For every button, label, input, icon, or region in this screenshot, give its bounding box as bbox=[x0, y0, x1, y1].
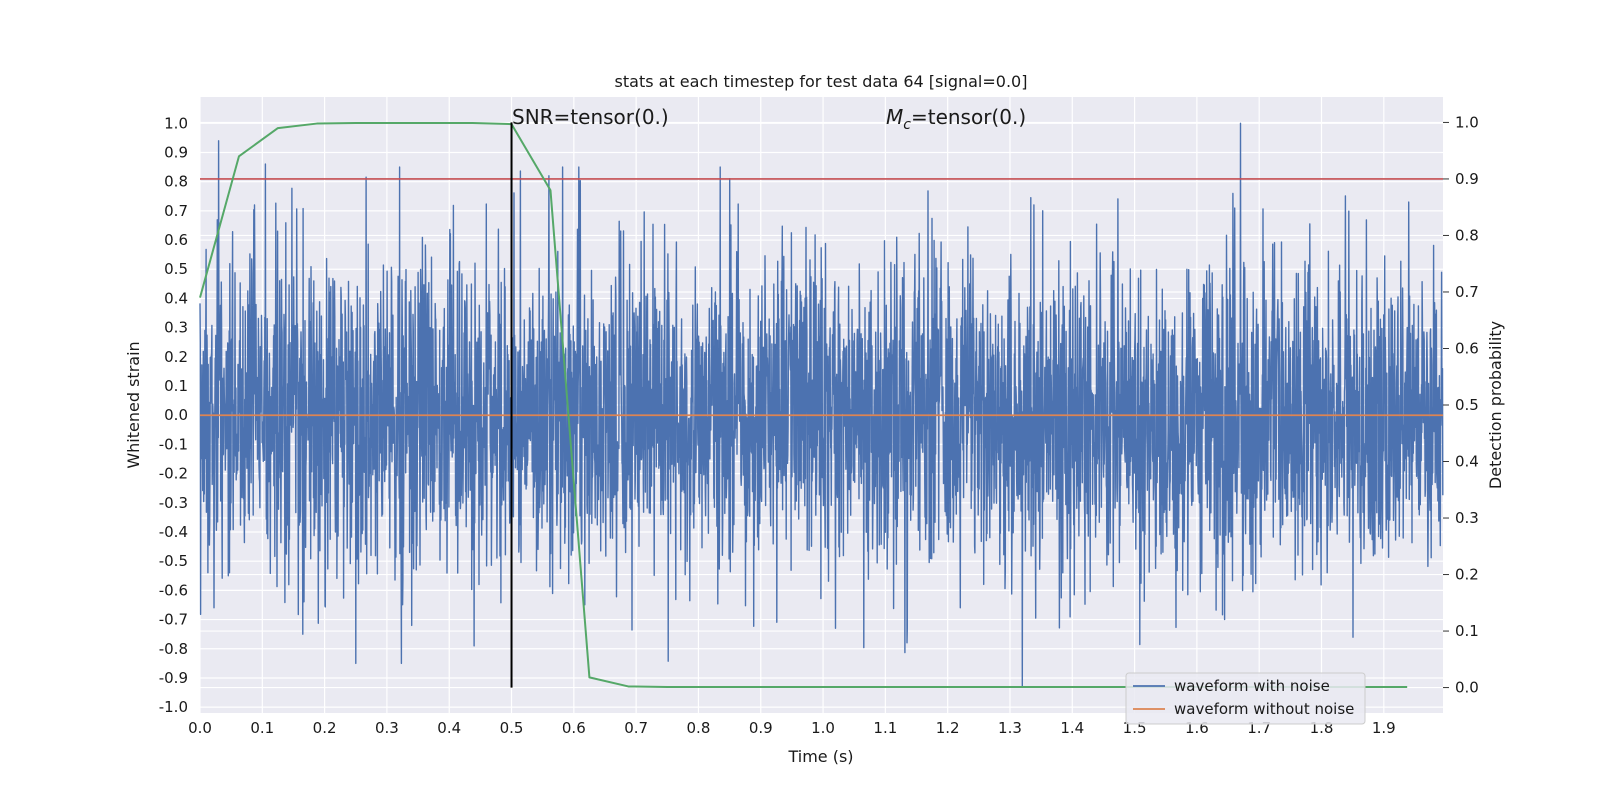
legend-label-waveform-without-noise: waveform without noise bbox=[1174, 700, 1354, 718]
y-axis-right-label: Detection probability bbox=[1486, 321, 1505, 489]
legend: waveform with noise waveform without noi… bbox=[1125, 672, 1366, 725]
mc-value: =tensor(0.) bbox=[911, 105, 1026, 129]
y-right-tick-label: 0.7 bbox=[1455, 283, 1479, 301]
mc-annotation: Mc=tensor(0.) bbox=[886, 105, 1026, 133]
mc-subscript: c bbox=[903, 117, 911, 133]
y-tick-label: -0.2 bbox=[159, 465, 188, 483]
y-right-tick-label: 0.8 bbox=[1455, 226, 1479, 244]
x-tick-label: 0.2 bbox=[313, 719, 337, 737]
legend-label-waveform-with-noise: waveform with noise bbox=[1174, 677, 1330, 695]
y-tick-label: -0.6 bbox=[159, 581, 188, 599]
y-tick-label: 0.2 bbox=[164, 348, 188, 366]
y-tick-label: 0.1 bbox=[164, 377, 188, 395]
y-tick-label: -0.8 bbox=[159, 640, 188, 658]
y-tick-label: -0.7 bbox=[159, 611, 188, 629]
y-tick-label: 0.6 bbox=[164, 231, 188, 249]
y-right-tick-label: 0.6 bbox=[1455, 339, 1479, 357]
y-tick-label: 0.0 bbox=[164, 406, 188, 424]
y-tick-label: 0.5 bbox=[164, 260, 188, 278]
x-tick-label: 0.0 bbox=[188, 719, 212, 737]
x-tick-label: 0.8 bbox=[687, 719, 711, 737]
y-right-tick-label: 0.1 bbox=[1455, 622, 1479, 640]
series-waveform-with-noise bbox=[199, 122, 1444, 688]
y-tick-label: 0.4 bbox=[164, 289, 188, 307]
x-tick-label: 0.7 bbox=[624, 719, 648, 737]
y-right-tick-label: 0.9 bbox=[1455, 170, 1479, 188]
x-tick-label: 1.9 bbox=[1372, 719, 1396, 737]
y-tick-label: -0.3 bbox=[159, 494, 188, 512]
x-tick-label: 0.6 bbox=[562, 719, 586, 737]
y-right-tick-label: 1.0 bbox=[1455, 113, 1479, 131]
mc-symbol: M bbox=[886, 105, 903, 129]
y-right-tick-label: 0.4 bbox=[1455, 453, 1479, 471]
x-tick-label: 1.0 bbox=[811, 719, 835, 737]
y-tick-label: -0.5 bbox=[159, 552, 188, 570]
x-tick-label: 0.9 bbox=[749, 719, 773, 737]
y-tick-label: -1.0 bbox=[159, 698, 188, 716]
y-tick-label: -0.1 bbox=[159, 435, 188, 453]
x-tick-label: 1.1 bbox=[873, 719, 897, 737]
y-right-tick-label: 0.3 bbox=[1455, 509, 1479, 527]
x-tick-label: 0.1 bbox=[250, 719, 274, 737]
y-tick-label: 0.9 bbox=[164, 143, 188, 161]
x-tick-label: 1.4 bbox=[1060, 719, 1084, 737]
x-tick-label: 1.2 bbox=[936, 719, 960, 737]
y-axis-label: Whitened strain bbox=[124, 341, 143, 468]
axes: 0.0 0.1 0.2 0.3 0.4 0.5 0.6 0.7 0.8 0.9 1.0 1.1 1.2 1… bbox=[159, 113, 1479, 737]
y-right-tick-label: 0.0 bbox=[1455, 679, 1479, 697]
x-tick-label: 0.5 bbox=[500, 719, 524, 737]
y-right-tick-label: 0.5 bbox=[1455, 396, 1479, 414]
legend-box bbox=[1125, 672, 1366, 725]
x-tick-label: 0.3 bbox=[375, 719, 399, 737]
chart-title: stats at each timestep for test data 64 … bbox=[615, 72, 1028, 91]
y-tick-label: 0.8 bbox=[164, 173, 188, 191]
y-tick-label: 1.0 bbox=[164, 114, 188, 132]
y-tick-label: -0.9 bbox=[159, 669, 188, 687]
x-tick-label: 0.4 bbox=[437, 719, 461, 737]
snr-annotation: SNR=tensor(0.) bbox=[512, 105, 669, 129]
y-right-tick-label: 0.2 bbox=[1455, 566, 1479, 584]
y-tick-label: 0.3 bbox=[164, 319, 188, 337]
x-tick-label: 1.3 bbox=[998, 719, 1022, 737]
y-tick-label: -0.4 bbox=[159, 523, 188, 541]
x-axis-label: Time (s) bbox=[787, 747, 853, 766]
y-tick-label: 0.7 bbox=[164, 202, 188, 220]
